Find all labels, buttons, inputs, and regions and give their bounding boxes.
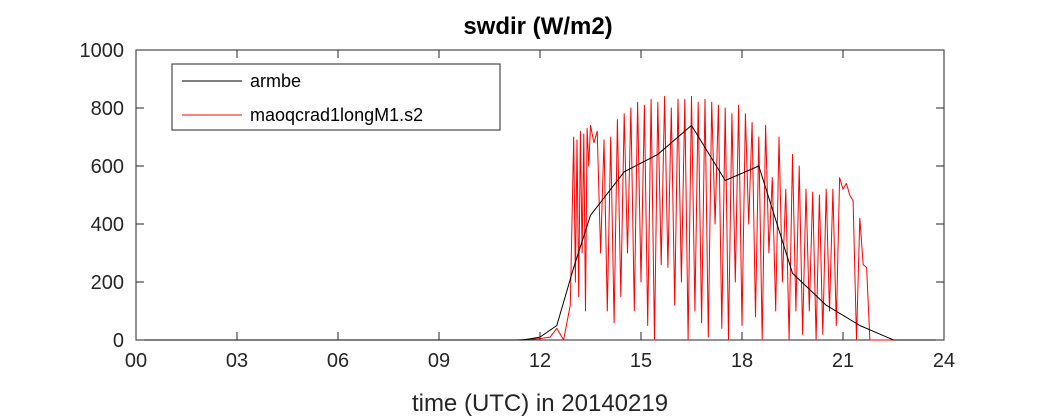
- x-tick-label: 15: [630, 350, 652, 372]
- x-tick-label: 24: [933, 350, 955, 372]
- x-tick-label: 06: [327, 350, 349, 372]
- y-tick-label: 800: [91, 98, 124, 120]
- legend-label-maoqcrad: maoqcrad1longM1.s2: [250, 105, 423, 125]
- legend-box: [171, 63, 501, 131]
- legend-label-armbe: armbe: [250, 71, 301, 91]
- y-tick-label: 0: [113, 330, 124, 352]
- x-axis: 00 03 06 09 12 15 18 21 24: [125, 50, 955, 372]
- y-tick-label: 1000: [80, 40, 125, 62]
- x-tick-label: 18: [731, 350, 753, 372]
- x-tick-label: 03: [226, 350, 248, 372]
- x-tick-label: 12: [529, 350, 551, 372]
- y-tick-label: 400: [91, 214, 124, 236]
- y-axis: 0 200 400 600 800 1000: [80, 40, 944, 352]
- chart-title: swdir (W/m2): [463, 13, 612, 40]
- y-tick-label: 600: [91, 156, 124, 178]
- x-tick-label: 09: [428, 350, 450, 372]
- series-line-armbe: [136, 124, 944, 341]
- x-tick-label: 00: [125, 350, 147, 372]
- x-axis-label: time (UTC) in 20140219: [412, 390, 668, 417]
- y-tick-label: 200: [91, 272, 124, 294]
- x-tick-label: 21: [832, 350, 854, 372]
- series-layer: [136, 95, 944, 341]
- legend: armbe maoqcrad1longM1.s2: [171, 63, 501, 131]
- series-line-maoqcrad1longM1-s2: [136, 95, 944, 341]
